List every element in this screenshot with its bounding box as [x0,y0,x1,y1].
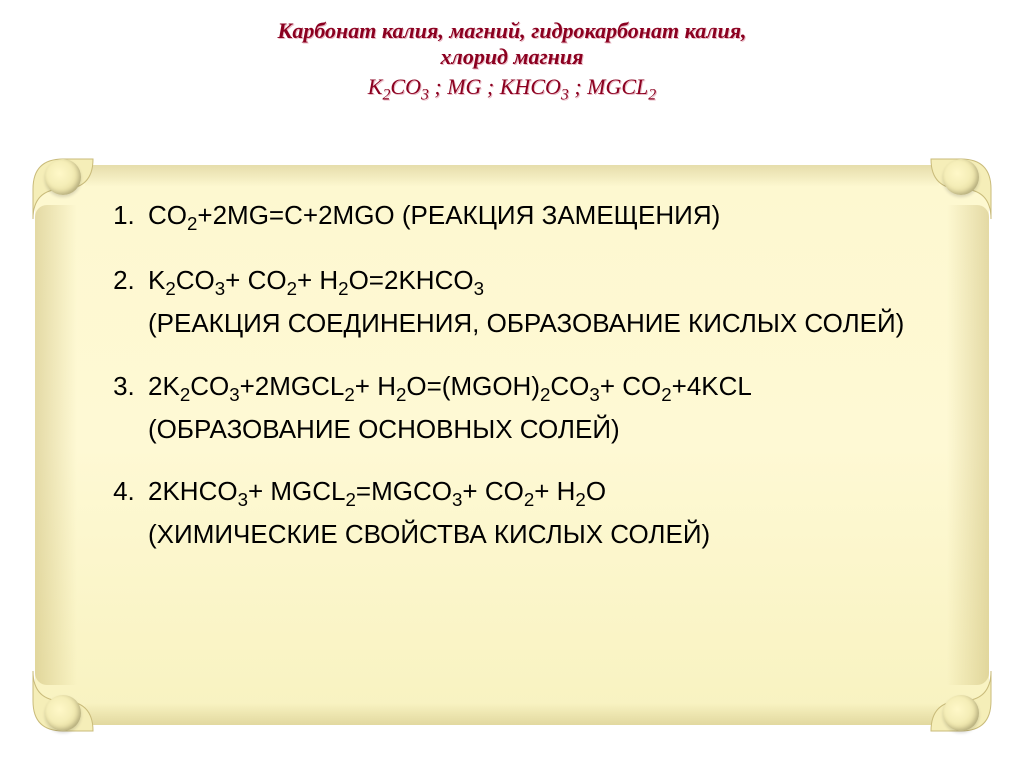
list-item: K2CO3+ CO2+ H2O=2KHCO3(РЕАКЦИЯ СОЕДИНЕНИ… [142,260,914,343]
scroll-roll-hole-icon [45,159,81,195]
list-item: 2K2CO3+2MGCL2+ H2O=(MGOH)2CO3+ CO2+4KCL … [142,366,914,449]
scroll-roll-hole-icon [943,695,979,731]
list-item: 2KHCO3+ MGCL2=MGCO3+ CO2+ H2O(ХИМИЧЕСКИЕ… [142,471,914,554]
title-formula-line: K2CO3 ; MG ; KHCO3 ; MGCL2 [40,74,984,104]
equation-text: 2K2CO3+2MGCL2+ H2O=(MGOH)2CO3+ CO2+4KCL … [148,371,751,444]
scroll-roll-hole-icon [45,695,81,731]
list-item: CO2+2MG=C+2MGO (РЕАКЦИЯ ЗАМЕЩЕНИЯ) [142,195,914,238]
scroll-curl-bottom-left [27,665,99,737]
equation-text: CO2+2MG=C+2MGO (РЕАКЦИЯ ЗАМЕЩЕНИЯ) [148,200,720,230]
slide-header: Карбонат калия, магний, гидрокарбонат ка… [0,0,1024,114]
equation-list: CO2+2MG=C+2MGO (РЕАКЦИЯ ЗАМЕЩЕНИЯ) K2CO3… [142,195,914,555]
scroll-roll-hole-icon [943,159,979,195]
scroll-shadow-top [85,165,939,187]
scroll-shadow-right [947,205,989,685]
scroll-panel: CO2+2MG=C+2MGO (РЕАКЦИЯ ЗАМЕЩЕНИЯ) K2CO3… [35,165,989,725]
scroll-curl-top-right [925,153,997,225]
title-line-1: Карбонат калия, магний, гидрокарбонат ка… [40,18,984,44]
scroll-content: CO2+2MG=C+2MGO (РЕАКЦИЯ ЗАМЕЩЕНИЯ) K2CO3… [110,195,914,695]
scroll-shadow-bottom [85,703,939,725]
scroll-curl-top-left [27,153,99,225]
scroll-curl-bottom-right [925,665,997,737]
scroll-shadow-left [35,205,77,685]
equation-text: 2KHCO3+ MGCL2=MGCO3+ CO2+ H2O(ХИМИЧЕСКИЕ… [148,476,710,549]
title-line-2: хлорид магния [40,44,984,70]
equation-text: K2CO3+ CO2+ H2O=2KHCO3(РЕАКЦИЯ СОЕДИНЕНИ… [148,265,904,338]
slide: Карбонат калия, магний, гидрокарбонат ка… [0,0,1024,768]
